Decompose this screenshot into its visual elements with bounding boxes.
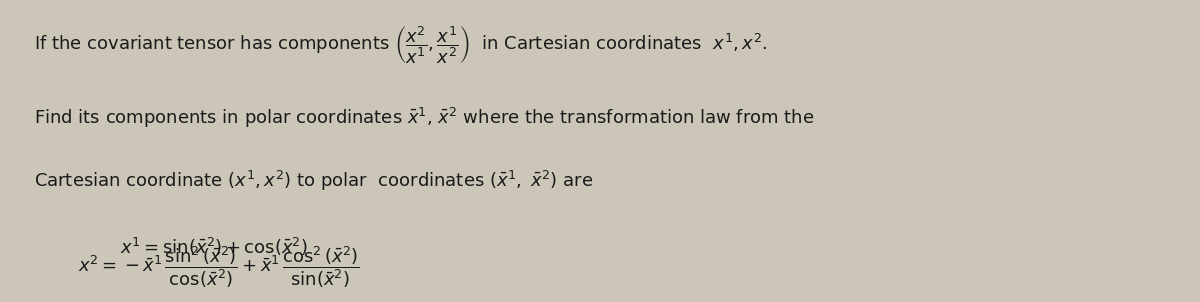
Text: $x^1 = \sin(\bar{x}^2) + \cos(\bar{x}^2)$: $x^1 = \sin(\bar{x}^2) + \cos(\bar{x}^2)… xyxy=(120,236,308,258)
Text: $x^2 = -\bar{x}^1\,\dfrac{\sin^2(\bar{x}^2)}{\cos(\bar{x}^2)} + \bar{x}^1\,\dfra: $x^2 = -\bar{x}^1\,\dfrac{\sin^2(\bar{x}… xyxy=(78,244,360,290)
Text: Find its components in polar coordinates $\bar{x}^1$, $\bar{x}^2$ where the tran: Find its components in polar coordinates… xyxy=(34,106,814,130)
Text: Cartesian coordinate $(x^1, x^2)$ to polar  coordinates $(\bar{x}^{1},\ \bar{x}^: Cartesian coordinate $(x^1, x^2)$ to pol… xyxy=(34,169,593,193)
Text: If the covariant tensor has components $\left(\dfrac{x^2}{x^1},\dfrac{x^1}{x^2}\: If the covariant tensor has components $… xyxy=(34,24,767,66)
